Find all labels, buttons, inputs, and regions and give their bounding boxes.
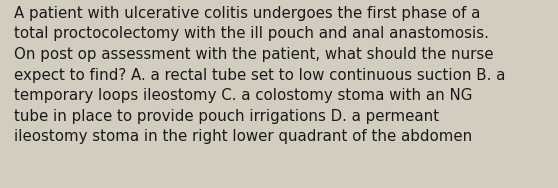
- Text: A patient with ulcerative colitis undergoes the first phase of a
total proctocol: A patient with ulcerative colitis underg…: [14, 6, 506, 145]
